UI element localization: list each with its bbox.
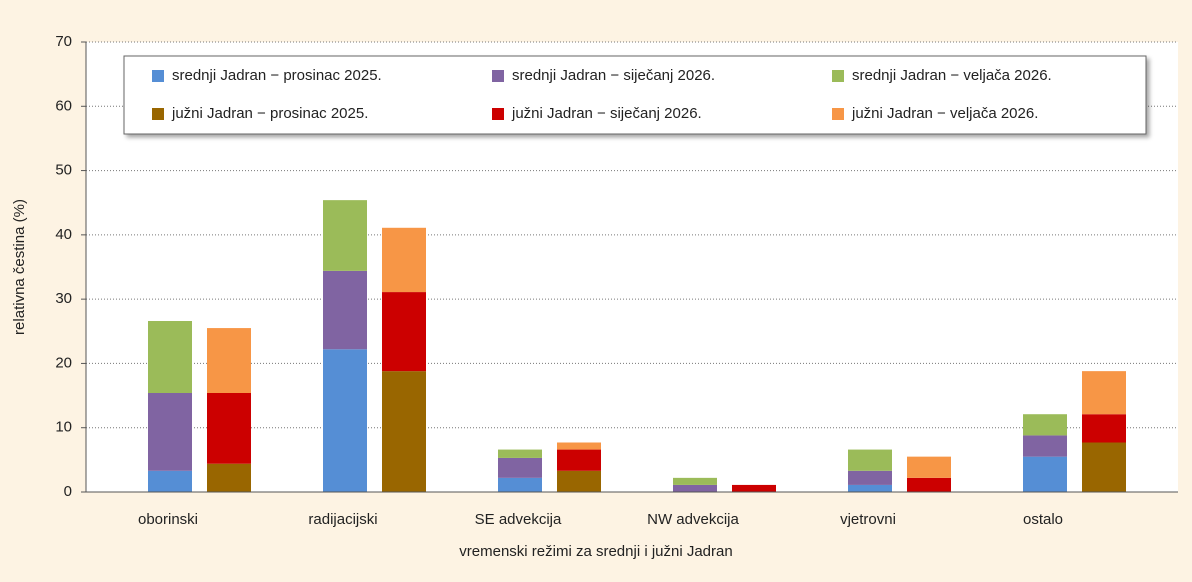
- bar-segment: [1023, 414, 1067, 436]
- bar-segment: [1023, 456, 1067, 492]
- bar-segment: [207, 463, 251, 492]
- bar-segment: [148, 321, 192, 393]
- x-tick-label: radijacijski: [308, 511, 377, 528]
- bar-segment: [557, 449, 601, 471]
- x-tick-label: ostalo: [1023, 511, 1063, 528]
- legend-label: srednji Jadran − siječanj 2026.: [512, 67, 715, 84]
- y-axis-title: relativna čestina (%): [11, 199, 28, 335]
- bar-segment: [498, 449, 542, 458]
- bar-segment: [323, 270, 367, 350]
- y-tick-label: 30: [55, 290, 72, 307]
- legend-box: [123, 55, 1147, 135]
- bar-segment: [732, 484, 776, 492]
- legend-swatch: [492, 70, 504, 82]
- bar-segment: [848, 449, 892, 471]
- y-tick-label: 40: [55, 226, 72, 243]
- x-tick-label: SE advekcija: [475, 511, 562, 528]
- legend-swatch: [832, 70, 844, 82]
- y-tick-label: 0: [64, 483, 72, 500]
- bar-segment: [382, 227, 426, 293]
- bar-segment: [673, 477, 717, 485]
- bar-segment: [148, 470, 192, 492]
- bar-segment: [557, 442, 601, 450]
- bar-segment: [1082, 414, 1126, 443]
- bar-segment: [1082, 442, 1126, 492]
- legend-label: srednji Jadran − veljača 2026.: [852, 67, 1052, 84]
- bar-segment: [673, 484, 717, 492]
- legend-label: srednji Jadran − prosinac 2025.: [172, 67, 382, 84]
- bar-segment: [207, 328, 251, 393]
- bar-segment: [323, 349, 367, 492]
- legend-label: južni Jadran − prosinac 2025.: [171, 105, 368, 122]
- legend-swatch: [492, 108, 504, 120]
- bar-segment: [907, 456, 951, 478]
- bar-segment: [1082, 371, 1126, 415]
- legend-label: južni Jadran − siječanj 2026.: [511, 105, 702, 122]
- bar-segment: [207, 393, 251, 464]
- x-tick-label: NW advekcija: [647, 511, 739, 528]
- legend-label: južni Jadran − veljača 2026.: [851, 105, 1038, 122]
- legend-swatch: [832, 108, 844, 120]
- bar-segment: [557, 470, 601, 492]
- y-tick-label: 20: [55, 354, 72, 371]
- bar-segment: [1023, 435, 1067, 457]
- bar-segment: [498, 477, 542, 492]
- bar-segment: [848, 484, 892, 492]
- bar-segment: [498, 457, 542, 478]
- y-tick-label: 60: [55, 97, 72, 114]
- bar-segment: [907, 477, 951, 492]
- y-tick-label: 50: [55, 162, 72, 179]
- legend-swatch: [152, 70, 164, 82]
- legend: srednji Jadran − prosinac 2025. srednji J…: [152, 67, 1052, 122]
- bar-segment: [323, 200, 367, 271]
- y-tick-label: 10: [55, 419, 72, 436]
- x-tick-label: oborinski: [138, 511, 198, 528]
- marks: [86, 41, 1178, 492]
- bar-segment: [848, 470, 892, 485]
- y-tick-label: 70: [55, 33, 72, 50]
- bar-segment: [382, 371, 426, 492]
- bar-segment: [148, 393, 192, 471]
- bar-segment: [382, 292, 426, 372]
- x-axis-title: vremenski režimi za srednji i južni Jadr…: [459, 543, 732, 560]
- x-tick-label: vjetrovni: [840, 511, 896, 528]
- legend-swatch: [152, 108, 164, 120]
